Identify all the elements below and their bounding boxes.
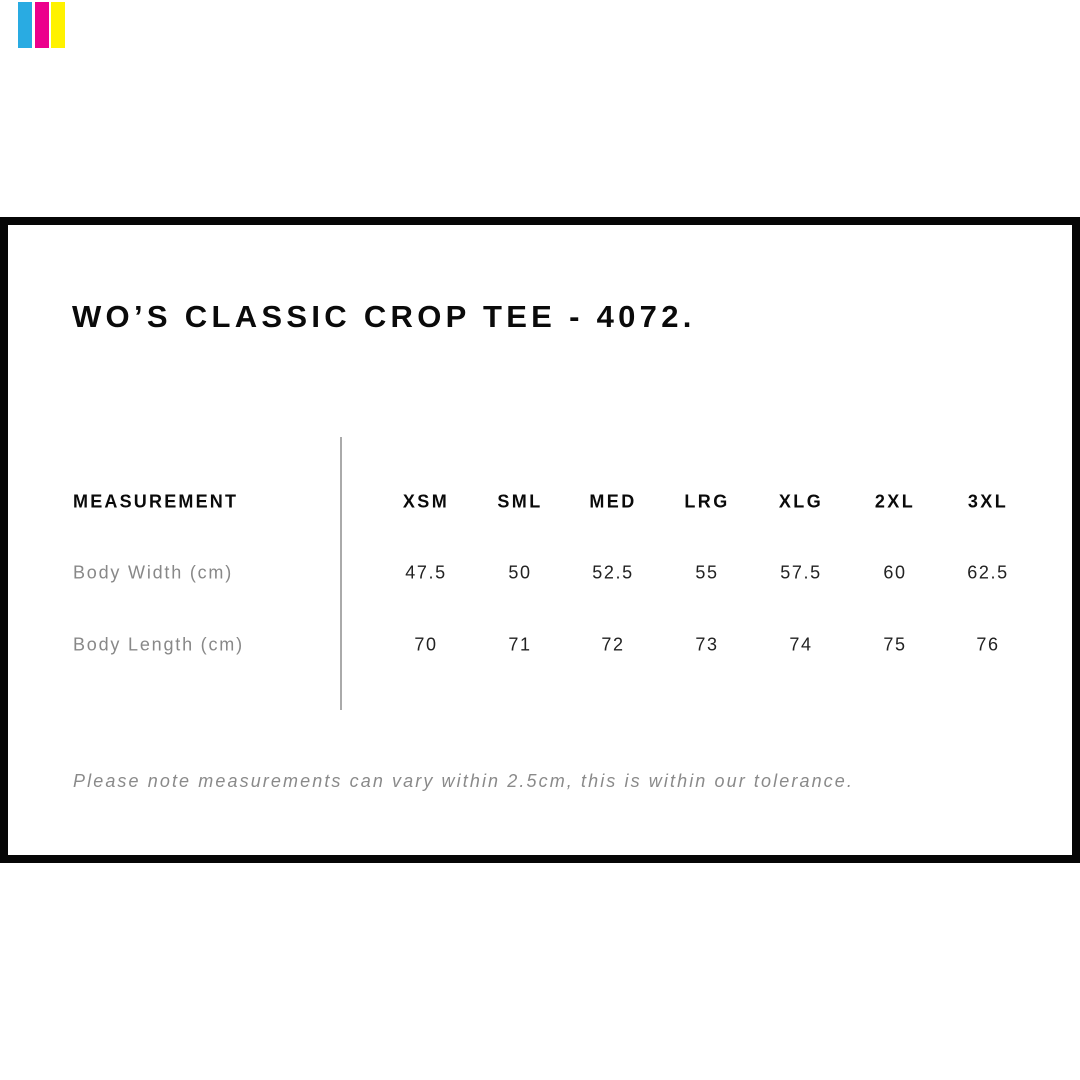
table-cell: 52.5 (592, 562, 634, 583)
table-cell: 60 (883, 562, 907, 583)
table-cell: 50 (508, 562, 532, 583)
row-label: Body Length (cm) (73, 634, 244, 655)
size-header: SML (497, 491, 543, 512)
table-cell: 70 (414, 634, 438, 655)
table-cell: 55 (695, 562, 719, 583)
table-cell: 76 (976, 634, 1000, 655)
table-cell: 62.5 (967, 562, 1009, 583)
table-cell: 57.5 (780, 562, 822, 583)
size-header: 2XL (874, 491, 916, 512)
column-divider (340, 437, 342, 710)
table-cell: 71 (508, 634, 532, 655)
size-header: LRG (684, 491, 730, 512)
tolerance-note: Please note measurements can vary within… (73, 771, 854, 791)
header-label: MEASUREMENT (73, 491, 239, 512)
page-title: WO’S CLASSIC CROP TEE - 4072. (72, 299, 696, 334)
size-header: MED (589, 491, 637, 512)
logo-bar-magenta (35, 2, 49, 48)
size-chart-frame (0, 217, 1080, 863)
size-header: XSM (402, 491, 450, 512)
size-header: 3XL (967, 491, 1009, 512)
logo-bar-yellow (51, 2, 65, 48)
table-cell: 74 (789, 634, 813, 655)
table-cell: 73 (695, 634, 719, 655)
table-cell: 75 (883, 634, 907, 655)
row-label: Body Width (cm) (73, 562, 234, 583)
table-cell: 72 (601, 634, 625, 655)
size-header: XLG (778, 491, 824, 512)
logo-bar-cyan (18, 2, 32, 48)
table-cell: 47.5 (405, 562, 447, 583)
